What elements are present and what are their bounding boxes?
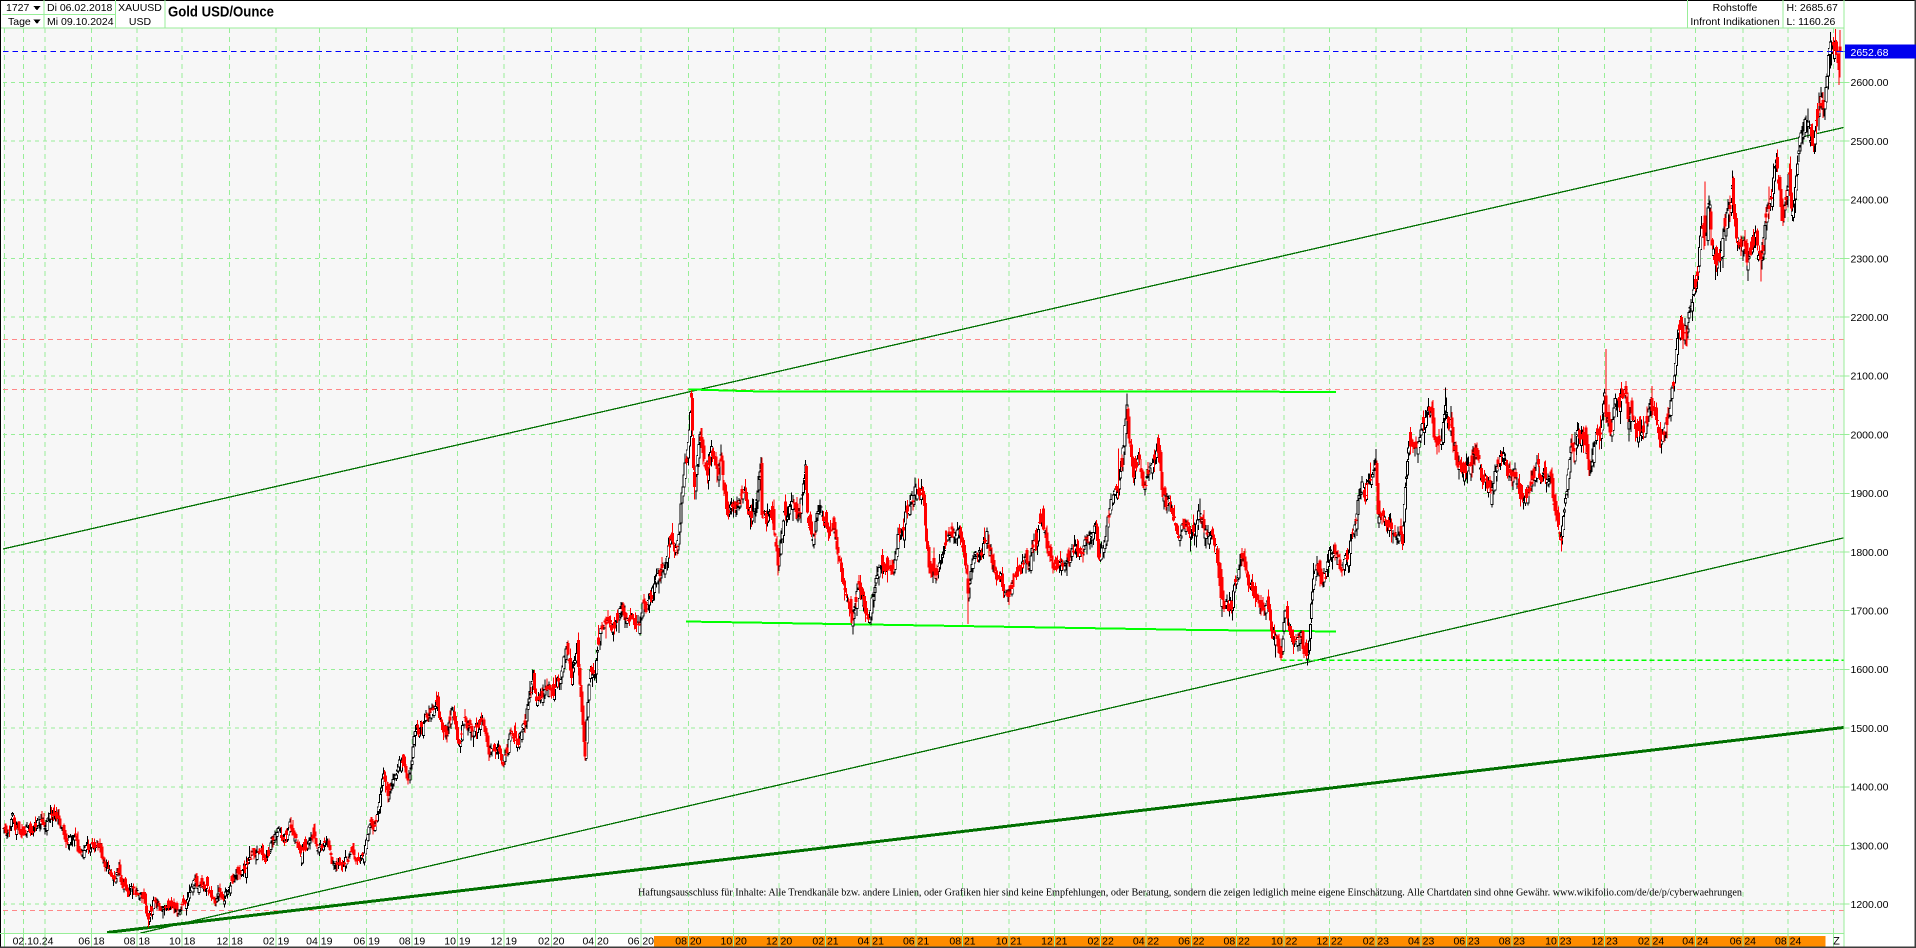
svg-text:06 19: 06 19 bbox=[354, 936, 380, 948]
svg-text:2000.00: 2000.00 bbox=[1851, 429, 1889, 441]
svg-text:06 20: 06 20 bbox=[628, 936, 654, 948]
svg-text:1500.00: 1500.00 bbox=[1851, 723, 1889, 735]
svg-text:04 20: 04 20 bbox=[582, 936, 608, 948]
svg-text:2652.68: 2652.68 bbox=[1851, 47, 1889, 59]
svg-text:10 23: 10 23 bbox=[1545, 936, 1571, 948]
svg-text:2300.00: 2300.00 bbox=[1851, 253, 1889, 265]
svg-text:Infront Indikationen: Infront Indikationen bbox=[1690, 16, 1779, 28]
svg-text:02 24: 02 24 bbox=[1638, 936, 1664, 948]
svg-text:1727: 1727 bbox=[6, 2, 30, 14]
svg-text:06 24: 06 24 bbox=[1730, 936, 1756, 948]
svg-text:1200.00: 1200.00 bbox=[1851, 899, 1889, 911]
svg-text:04 21: 04 21 bbox=[858, 936, 884, 948]
svg-text:2600.00: 2600.00 bbox=[1851, 77, 1889, 89]
svg-text:08 19: 08 19 bbox=[399, 936, 425, 948]
svg-text:1800.00: 1800.00 bbox=[1851, 547, 1889, 559]
svg-text:10 22: 10 22 bbox=[1271, 936, 1297, 948]
svg-text:04 24: 04 24 bbox=[1682, 936, 1708, 948]
svg-text:10 18: 10 18 bbox=[169, 936, 195, 948]
svg-text:08 20: 08 20 bbox=[675, 936, 701, 948]
svg-text:Z: Z bbox=[1833, 936, 1840, 948]
svg-text:Rohstoffe: Rohstoffe bbox=[1713, 2, 1758, 14]
svg-text:Haftungsausschluss für Inhalte: Haftungsausschluss für Inhalte: Alle Tre… bbox=[638, 887, 1742, 899]
svg-text:02 23: 02 23 bbox=[1363, 936, 1389, 948]
svg-text:08 23: 08 23 bbox=[1499, 936, 1525, 948]
svg-text:12 23: 12 23 bbox=[1592, 936, 1618, 948]
svg-text:2100.00: 2100.00 bbox=[1851, 371, 1889, 383]
svg-text:10 21: 10 21 bbox=[996, 936, 1022, 948]
svg-text:12 20: 12 20 bbox=[766, 936, 792, 948]
svg-text:08 21: 08 21 bbox=[949, 936, 975, 948]
svg-text:H: 2685.67: H: 2685.67 bbox=[1787, 2, 1839, 14]
svg-text:04 23: 04 23 bbox=[1408, 936, 1434, 948]
svg-text:XAUUSD: XAUUSD bbox=[118, 2, 162, 14]
svg-text:12 18: 12 18 bbox=[217, 936, 243, 948]
svg-text:Mi 09.10.2024: Mi 09.10.2024 bbox=[47, 16, 114, 28]
svg-text:1300.00: 1300.00 bbox=[1851, 840, 1889, 852]
svg-text:USD: USD bbox=[129, 16, 152, 28]
svg-text:10 19: 10 19 bbox=[444, 936, 470, 948]
svg-text:1700.00: 1700.00 bbox=[1851, 606, 1889, 618]
svg-text:1400.00: 1400.00 bbox=[1851, 782, 1889, 794]
svg-text:12 21: 12 21 bbox=[1041, 936, 1067, 948]
svg-text:08 18: 08 18 bbox=[124, 936, 150, 948]
svg-text:12 19: 12 19 bbox=[491, 936, 517, 948]
svg-text:02 20: 02 20 bbox=[538, 936, 564, 948]
svg-text:Gold USD/Ounce: Gold USD/Ounce bbox=[168, 4, 274, 21]
svg-text:2400.00: 2400.00 bbox=[1851, 195, 1889, 207]
svg-text:02 21: 02 21 bbox=[812, 936, 838, 948]
svg-text:2500.00: 2500.00 bbox=[1851, 136, 1889, 148]
svg-text:1900.00: 1900.00 bbox=[1851, 488, 1889, 500]
svg-text:06 22: 06 22 bbox=[1178, 936, 1204, 948]
svg-text:12 22: 12 22 bbox=[1316, 936, 1342, 948]
svg-text:06 23: 06 23 bbox=[1453, 936, 1479, 948]
svg-text:02.10.24: 02.10.24 bbox=[13, 936, 54, 948]
svg-text:04 22: 04 22 bbox=[1133, 936, 1159, 948]
svg-text:06 21: 06 21 bbox=[903, 936, 929, 948]
svg-text:08 24: 08 24 bbox=[1775, 936, 1801, 948]
svg-text:Di 06.02.2018: Di 06.02.2018 bbox=[47, 2, 113, 14]
svg-text:1600.00: 1600.00 bbox=[1851, 664, 1889, 676]
svg-text:L: 1160.26: L: 1160.26 bbox=[1787, 16, 1836, 28]
svg-text:04 19: 04 19 bbox=[306, 936, 332, 948]
svg-text:10 20: 10 20 bbox=[721, 936, 747, 948]
svg-text:02 19: 02 19 bbox=[263, 936, 289, 948]
svg-text:08 22: 08 22 bbox=[1224, 936, 1250, 948]
svg-text:2200.00: 2200.00 bbox=[1851, 312, 1889, 324]
svg-text:06 18: 06 18 bbox=[78, 936, 104, 948]
svg-text:02 22: 02 22 bbox=[1088, 936, 1114, 948]
svg-text:Tage: Tage bbox=[8, 16, 31, 28]
